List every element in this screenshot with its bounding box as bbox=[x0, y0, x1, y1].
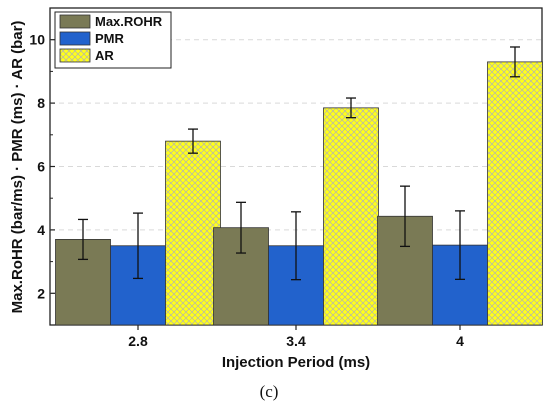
legend-swatch bbox=[59, 14, 91, 29]
y-tick-label: 10 bbox=[29, 32, 45, 48]
y-tick-label: 2 bbox=[37, 285, 45, 301]
x-tick-label: 3.4 bbox=[286, 333, 306, 349]
x-axis-label: Injection Period (ms) bbox=[222, 354, 370, 371]
y-tick-label: 6 bbox=[37, 159, 45, 175]
y-tick-label: 4 bbox=[37, 222, 45, 238]
legend-label: AR bbox=[95, 48, 114, 63]
legend-label: Max.ROHR bbox=[95, 14, 163, 29]
legend-swatch bbox=[59, 48, 91, 63]
x-tick-label: 2.8 bbox=[128, 333, 148, 349]
x-tick-label: 4 bbox=[456, 333, 464, 349]
legend-label: PMR bbox=[95, 31, 125, 46]
figure-caption: (c) bbox=[260, 382, 279, 401]
y-tick-label: 8 bbox=[37, 95, 45, 111]
error-bars bbox=[78, 46, 520, 281]
y-axis-ticks: 2 4 6 8 10 bbox=[29, 7, 55, 326]
bar-ar-4 bbox=[487, 61, 543, 326]
y-axis-label: Max.RoHR (bar/ms) · PMR (ms) · AR (bar) bbox=[9, 21, 26, 314]
legend: Max.ROHR PMR AR bbox=[54, 11, 172, 69]
x-axis-ticks: 2.8 3.4 4 bbox=[128, 325, 464, 349]
bars bbox=[55, 61, 543, 326]
bar-ar-2.8 bbox=[165, 140, 221, 326]
legend-swatch bbox=[59, 31, 91, 46]
bar-ar-3.4 bbox=[323, 107, 379, 326]
